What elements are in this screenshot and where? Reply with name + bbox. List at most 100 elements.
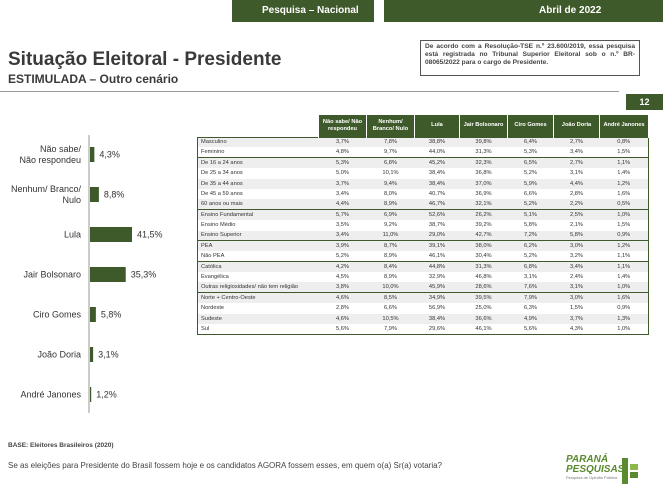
table-cell: 8,7% (366, 240, 415, 252)
table-cell: 3,2% (553, 251, 600, 262)
vote-intention-bar-chart: Não sabe/Não respondeu 4,3% Nenhum/ Branco… (11, 135, 163, 413)
table-cell: 2,4% (553, 272, 600, 283)
table-cell: 4,3% (553, 324, 600, 335)
category-label: Nulo (62, 195, 81, 205)
table-cell: 6,4% (507, 136, 554, 148)
table-cell: 8,5% (366, 292, 415, 304)
table-cell: 5,2% (318, 251, 367, 262)
table-cell: 2,5% (553, 209, 600, 221)
table-cell: 1,2% (599, 240, 649, 252)
table-cell: 44,0% (414, 147, 460, 158)
table-cell: 5,6% (318, 324, 367, 335)
parana-pesquisas-logo: PARANÁ PESQUISAS Pesquisa de Opinião Púb… (566, 455, 646, 487)
table-cell: 32,1% (459, 199, 508, 210)
table-cell: 34,9% (414, 292, 460, 304)
row-label: De 16 a 24 anos (197, 157, 319, 169)
table-cell: 1,0% (599, 324, 649, 335)
table-cell: 10,5% (366, 313, 415, 325)
page-title: Situação Eleitoral - Presidente (8, 49, 282, 70)
column-header: Ciro Gomes (507, 115, 554, 137)
table-cell: 4,4% (318, 199, 367, 210)
column-header: Nenhum/ Branco/ Nulo (366, 115, 415, 137)
column-header: João Doria (553, 115, 600, 137)
table-cell: 9,4% (366, 178, 415, 189)
table-cell: 5,0% (318, 168, 367, 179)
table-cell: 1,6% (599, 188, 649, 200)
row-label: 60 anos ou mais (197, 199, 319, 210)
value-label: 5,8% (101, 310, 122, 320)
table-cell: 2,1% (553, 220, 600, 231)
table-row: De 35 a 44 anos 3,7% 9,4% 38,4% 37,0% 5,9% 4,4… (197, 178, 649, 189)
table-row: 60 anos ou mais 4,4% 8,9% 46,7% 32,1% 5,2% 2,2… (197, 199, 649, 210)
table-row: Nordeste 2,8% 6,6% 56,9% 25,0% 6,3% 1,5% 0,9% (197, 303, 649, 314)
table-row: Feminino 4,8% 9,7% 44,0% 31,3% 5,3% 3,4% 1,5% (197, 147, 649, 158)
table-cell: 3,7% (318, 136, 367, 148)
sample-base: BASE: Eleitores Brasileiros (2020) (8, 442, 114, 449)
table-row: Ensino Fundamental 5,7% 6,9% 52,6% 26,2% 5,1%… (197, 209, 649, 221)
table-cell: 1,4% (599, 168, 649, 179)
table-cell: 3,0% (553, 292, 600, 304)
table-cell: 39,8% (459, 136, 508, 148)
table-cell: 4,5% (318, 272, 367, 283)
table-row: Ensino Médio 3,5% 9,2% 38,7% 39,2% 5,8% 2,1% 1,… (197, 220, 649, 231)
header-divider (0, 91, 619, 92)
category-label: Não respondeu (19, 155, 81, 165)
table-row: PEA 3,9% 8,7% 39,1% 38,0% 6,2% 3,0% 1,2% (197, 240, 649, 252)
value-label: 3,1% (98, 350, 119, 360)
crosstab-table: Não sabe/ Não respondeu Nenhum/ Branco/ … (197, 115, 649, 335)
value-label: 4,3% (99, 150, 120, 160)
table-cell: 8,9% (366, 272, 415, 283)
table-row: Norte + Centro-Oeste 4,6% 8,5% 34,9% 39,5% 7,… (197, 292, 649, 304)
table-cell: 6,8% (366, 157, 415, 169)
table-cell: 5,7% (318, 209, 367, 221)
table-cell: 31,3% (459, 147, 508, 158)
table-cell: 3,4% (553, 147, 600, 158)
table-cell: 4,6% (318, 313, 367, 325)
table-cell: 46,8% (459, 272, 508, 283)
table-cell: 44,8% (414, 261, 460, 273)
category-label: Ciro Gomes (33, 310, 82, 320)
table-cell: 36,6% (459, 313, 508, 325)
table-cell: 1,4% (599, 272, 649, 283)
table-cell: 7,9% (366, 324, 415, 335)
table-cell: 3,8% (318, 282, 367, 293)
bar (90, 307, 96, 322)
table-row: Evangélica 4,5% 8,9% 32,9% 46,8% 3,1% 2,4% 1,4% (197, 272, 649, 283)
bar (90, 227, 132, 242)
table-cell: 38,4% (414, 168, 460, 179)
row-label: Norte + Centro-Oeste (197, 292, 319, 304)
table-cell: 1,6% (599, 292, 649, 304)
table-cell: 6,5% (507, 157, 554, 169)
category-label: João Doria (37, 350, 81, 360)
table-cell: 1,5% (599, 147, 649, 158)
table-cell: 2,8% (553, 188, 600, 200)
table-cell: 0,9% (599, 303, 649, 314)
table-cell: 1,0% (599, 282, 649, 293)
table-cell: 32,3% (459, 157, 508, 169)
row-label: De 35 a 44 anos (197, 178, 319, 189)
value-label: 35,3% (131, 270, 157, 280)
table-cell: 3,7% (553, 313, 600, 325)
table-cell: 37,0% (459, 178, 508, 189)
table-cell: 8,9% (366, 251, 415, 262)
table-cell: 5,2% (507, 168, 554, 179)
table-cell: 11,0% (366, 230, 415, 241)
table-cell: 5,1% (507, 209, 554, 221)
table-cell: 1,3% (599, 313, 649, 325)
table-cell: 39,2% (459, 220, 508, 231)
table-cell: 6,8% (507, 261, 554, 273)
table-cell: 4,6% (318, 292, 367, 304)
table-cell: 26,2% (459, 209, 508, 221)
table-cell: 8,9% (366, 199, 415, 210)
table-cell: 36,8% (459, 168, 508, 179)
table-header-row: Não sabe/ Não respondeu Nenhum/ Branco/ … (197, 115, 649, 137)
table-cell: 3,1% (553, 282, 600, 293)
category-label: Não sabe/ (40, 144, 82, 154)
table-cell: 5,8% (507, 220, 554, 231)
table-cell: 5,6% (507, 324, 554, 335)
table-cell: 2,2% (553, 199, 600, 210)
bar (90, 147, 95, 162)
table-cell: 0,8% (599, 136, 649, 148)
table-cell: 10,0% (366, 282, 415, 293)
page-number: 12 (626, 94, 663, 110)
